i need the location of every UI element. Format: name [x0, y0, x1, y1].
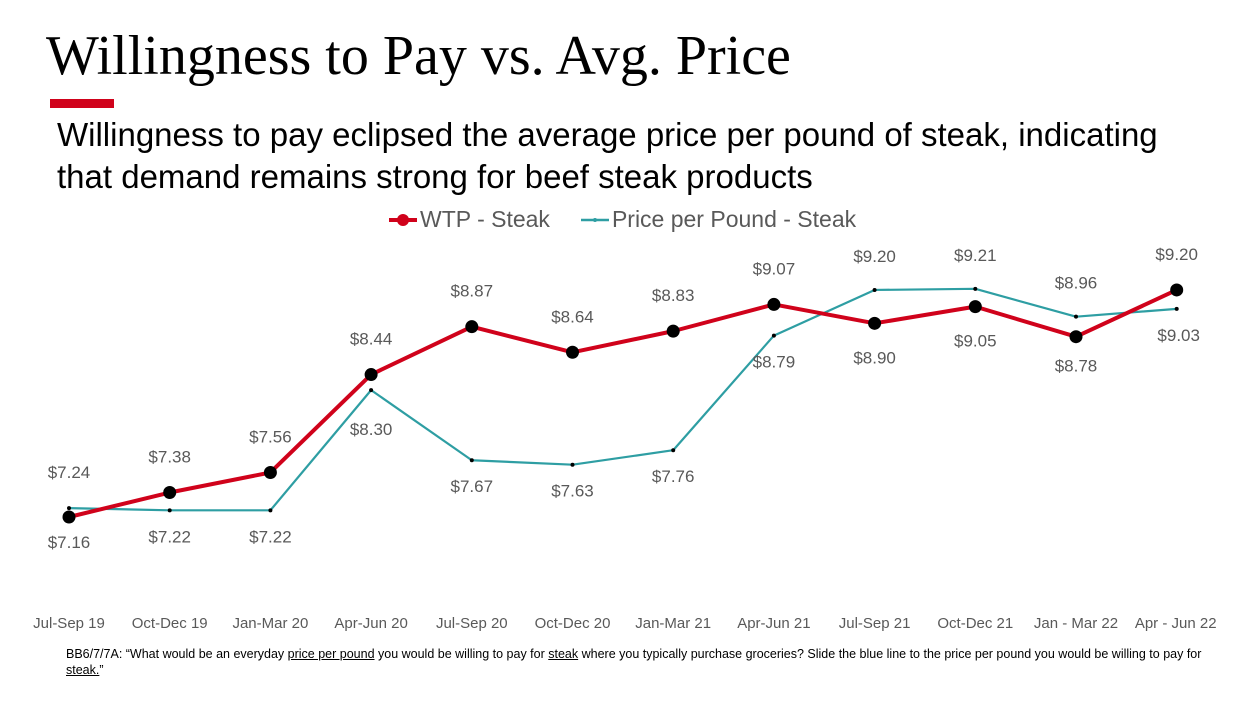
page-title: Willingness to Pay vs. Avg. Price [46, 25, 791, 87]
x-tick-label: Jan-Mar 20 [232, 615, 308, 632]
price-line [68, 287, 1177, 512]
legend-item-wtp: WTP - Steak [388, 206, 550, 233]
title-accent-bar [50, 99, 114, 108]
x-tick-label: Oct-Dec 20 [535, 615, 611, 632]
price-point [771, 333, 776, 338]
wtp-data-label: $8.87 [451, 282, 494, 301]
price-point [167, 508, 172, 513]
wtp-data-label: $8.90 [853, 348, 896, 367]
chart-legend: WTP - Steak Price per Pound - Steak [388, 206, 856, 233]
legend-item-price: Price per Pound - Steak [580, 206, 856, 233]
price-point [872, 287, 877, 292]
x-tick-label: Jul-Sep 21 [839, 615, 911, 632]
footnote-segment: price per pound [287, 647, 375, 661]
footnote-segment: you would be willing to pay for [374, 647, 549, 661]
legend-label-wtp: WTP - Steak [420, 206, 550, 232]
price-data-label: $7.22 [148, 527, 191, 546]
wtp-point [767, 297, 781, 311]
wtp-data-label: $8.78 [1055, 357, 1098, 376]
legend-label-price: Price per Pound - Steak [611, 206, 857, 232]
x-tick-label: Apr-Jun 21 [737, 615, 810, 632]
x-tick-label: Jan-Mar 21 [635, 615, 711, 632]
wtp-data-label: $7.16 [48, 533, 91, 552]
wtp-point [263, 465, 277, 479]
wtp-point [868, 316, 882, 330]
footnote-segment: steak [548, 647, 579, 661]
price-data-label: $7.76 [652, 467, 695, 486]
price-point [973, 286, 978, 291]
wtp-point [1170, 283, 1184, 297]
wtp-point [364, 368, 378, 382]
x-tick-label: Jul-Sep 19 [33, 615, 105, 632]
price-point [1174, 306, 1179, 311]
wtp-data-label: $8.83 [652, 286, 695, 305]
legend-marker-price [580, 217, 609, 222]
wtp-data-label: $8.64 [551, 307, 594, 326]
wtp-point [1069, 330, 1083, 344]
x-tick-label: Apr - Jun 22 [1135, 615, 1217, 632]
price-data-label: $8.30 [350, 420, 393, 439]
price-data-label: $7.22 [249, 527, 292, 546]
wtp-data-label: $7.38 [148, 448, 191, 467]
x-tick-label: Jul-Sep 20 [436, 615, 508, 632]
price-point [268, 508, 273, 513]
wtp-point [62, 510, 76, 524]
wtp-data-label: $9.20 [1155, 245, 1198, 264]
price-data-label: $8.96 [1055, 274, 1098, 293]
wtp-data-label: $7.56 [249, 427, 292, 446]
price-data-label: $7.24 [48, 463, 91, 482]
wtp-point [163, 486, 177, 500]
x-tick-label: Oct-Dec 21 [937, 615, 1013, 632]
x-tick-label: Oct-Dec 19 [132, 615, 208, 632]
price-data-label: $9.20 [853, 247, 896, 266]
footnote-segment: BB6/7/7A: “What would be an everyday [66, 647, 288, 661]
price-data-label: $8.79 [753, 353, 796, 372]
footnote-segment: ” [99, 663, 104, 677]
price-data-label: $9.21 [954, 246, 997, 265]
price-point [570, 462, 575, 467]
price-point [1074, 314, 1078, 319]
price-point [671, 448, 676, 453]
wtp-data-label: $8.44 [350, 330, 393, 349]
wtp-point [465, 320, 479, 334]
subtitle: Willingness to pay eclipsed the average … [57, 116, 1158, 195]
price-point [67, 506, 71, 511]
x-tick-label: Apr-Jun 20 [334, 615, 407, 632]
wtp-point [968, 300, 982, 314]
wtp-point [666, 324, 680, 338]
footnote-segment: where you typically purchase groceries? … [578, 647, 1202, 661]
legend-marker-wtp [389, 213, 417, 226]
footnote: BB6/7/7A: “What would be an everyday pri… [66, 646, 1226, 678]
wtp-data-label: $9.05 [954, 332, 997, 351]
footnote-segment: steak. [66, 663, 100, 677]
wtp-data-label: $9.07 [753, 259, 796, 278]
price-point [369, 388, 374, 393]
x-tick-label: Jan - Mar 22 [1034, 615, 1118, 632]
price-data-label: $7.63 [551, 482, 594, 501]
price-data-label: $9.03 [1157, 326, 1200, 345]
price-point [469, 458, 474, 463]
wtp-point [566, 345, 579, 359]
wtp-line [68, 288, 1178, 519]
price-data-label: $7.67 [451, 477, 494, 496]
